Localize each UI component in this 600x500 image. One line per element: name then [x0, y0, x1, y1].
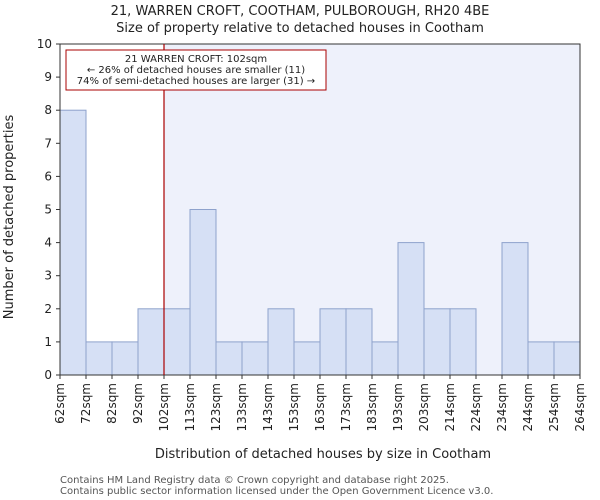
bar-92sqm	[137, 308, 165, 376]
y-tick-label: 10	[37, 37, 52, 51]
bar-234sqm	[501, 242, 529, 376]
bar-143sqm	[267, 308, 295, 376]
plot-area: 0 1 2 3 4 5 6 7 8 9 10 62sqm 72sqm 82sqm 92sqm 102sqm 11…	[37, 37, 587, 431]
y-tick-label: 2	[44, 302, 52, 316]
x-tick-label: 82sqm	[105, 383, 119, 424]
x-tick-label: 62sqm	[53, 383, 67, 424]
bar-123sqm	[215, 341, 243, 376]
x-tick-label: 143sqm	[261, 383, 275, 431]
x-tick-label: 254sqm	[547, 383, 561, 431]
annotation-label: 21 WARREN CROFT: 102sqm	[125, 54, 267, 65]
annotation-line2: ← 26% of detached houses are smaller (11…	[87, 65, 305, 76]
bar-153sqm	[293, 341, 321, 376]
bar-102sqm	[163, 308, 191, 376]
bar-183sqm	[371, 341, 399, 376]
bar-62sqm	[59, 109, 87, 376]
chart-title: 21, WARREN CROFT, COOTHAM, PULBOROUGH, R…	[111, 4, 490, 19]
annotation-box	[65, 49, 327, 91]
y-axis-label: Number of detached properties	[2, 115, 17, 320]
bar-203sqm	[423, 308, 451, 376]
bar-173sqm	[345, 308, 373, 376]
y-tick-label: 1	[44, 335, 52, 349]
x-tick-label: 173sqm	[339, 383, 353, 431]
chart-subtitle: Size of property relative to detached ho…	[116, 21, 484, 36]
bar-72sqm	[85, 341, 113, 376]
bar-214sqm	[449, 308, 477, 376]
x-tick-label: 203sqm	[417, 383, 431, 431]
y-tick-label: 8	[44, 103, 52, 117]
annotation-line3: 74% of semi-detached houses are larger (…	[77, 76, 315, 87]
bar-82sqm	[111, 341, 139, 376]
x-tick-label: 72sqm	[79, 383, 93, 424]
x-axis-label: Distribution of detached houses by size …	[155, 447, 491, 462]
y-tick-label: 4	[44, 236, 52, 250]
x-tick-label: 102sqm	[157, 383, 171, 431]
x-tick-label: 193sqm	[391, 383, 405, 431]
x-tick-label: 113sqm	[183, 383, 197, 431]
x-tick-label: 264sqm	[573, 383, 587, 431]
footer-line-1: Contains HM Land Registry data © Crown c…	[60, 475, 449, 486]
footer-line-2: Contains public sector information licen…	[60, 486, 493, 497]
x-tick-label: 234sqm	[495, 383, 509, 431]
x-tick-label: 183sqm	[365, 383, 379, 431]
y-tick-label: 6	[44, 169, 52, 183]
x-tick-label: 153sqm	[287, 383, 301, 431]
y-tick-label: 5	[44, 203, 52, 217]
y-tick-label: 9	[44, 70, 52, 84]
x-tick-label: 244sqm	[521, 383, 535, 431]
bar-133sqm	[241, 341, 269, 376]
bar-163sqm	[319, 308, 347, 376]
y-tick-label: 7	[44, 136, 52, 150]
bar-113sqm	[189, 209, 217, 376]
x-tick-label: 133sqm	[235, 383, 249, 431]
x-tick-label: 224sqm	[469, 383, 483, 431]
x-tick-label: 123sqm	[209, 383, 223, 431]
bar-193sqm	[397, 242, 425, 376]
y-tick-label: 3	[44, 269, 52, 283]
y-tick-label: 0	[44, 368, 52, 382]
x-tick-label: 163sqm	[313, 383, 327, 431]
x-tick-label: 214sqm	[443, 383, 457, 431]
bar-244sqm	[527, 341, 555, 376]
x-tick-label: 92sqm	[131, 383, 145, 424]
bar-254sqm	[553, 341, 581, 376]
